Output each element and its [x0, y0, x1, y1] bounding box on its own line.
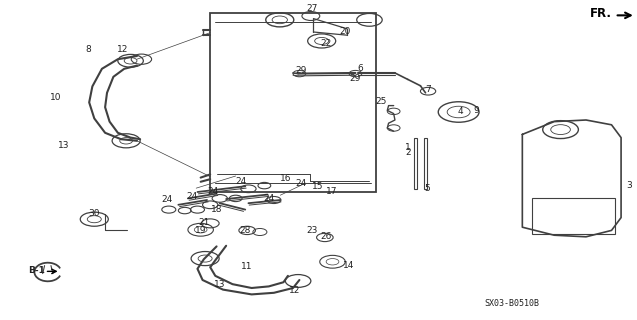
- Text: 24: 24: [235, 177, 247, 186]
- Text: 4: 4: [457, 108, 462, 116]
- Text: 3: 3: [626, 181, 633, 190]
- Text: 23: 23: [306, 226, 318, 235]
- Text: 24: 24: [187, 192, 198, 201]
- Text: 11: 11: [241, 262, 253, 271]
- Text: 8: 8: [85, 45, 91, 54]
- Text: 12: 12: [117, 45, 128, 54]
- Text: 10: 10: [50, 93, 62, 102]
- Text: 24: 24: [263, 194, 275, 203]
- Text: 25: 25: [375, 97, 387, 106]
- Text: 14: 14: [343, 261, 355, 270]
- Bar: [210, 13, 376, 192]
- Text: 13: 13: [214, 280, 225, 289]
- Text: 19: 19: [195, 226, 206, 235]
- Text: 29: 29: [350, 74, 361, 83]
- Text: 6: 6: [357, 64, 363, 73]
- Text: 30: 30: [89, 209, 100, 218]
- Text: 26: 26: [320, 232, 332, 241]
- Text: 15: 15: [311, 182, 323, 191]
- Text: 29: 29: [295, 66, 306, 75]
- Text: 21: 21: [198, 218, 210, 227]
- Text: FR.: FR.: [589, 7, 612, 20]
- Text: 22: 22: [320, 39, 332, 48]
- Text: 27: 27: [306, 4, 318, 13]
- Text: 13: 13: [58, 141, 69, 150]
- Text: 1: 1: [404, 143, 411, 152]
- Text: 2: 2: [405, 148, 410, 157]
- Text: 16: 16: [280, 174, 291, 183]
- Text: 28: 28: [240, 226, 251, 235]
- Text: 24: 24: [161, 196, 173, 204]
- Text: 17: 17: [326, 187, 337, 196]
- Text: 9: 9: [473, 106, 480, 115]
- Text: B-1: B-1: [29, 266, 45, 275]
- Text: 24: 24: [208, 188, 219, 196]
- Text: SX03-B0510B: SX03-B0510B: [484, 299, 539, 308]
- Text: 12: 12: [289, 286, 300, 295]
- Text: 7: 7: [425, 85, 431, 94]
- Text: 24: 24: [295, 179, 306, 188]
- Bar: [424, 138, 427, 189]
- Text: 5: 5: [424, 184, 430, 193]
- Text: 18: 18: [211, 205, 222, 214]
- Bar: [532, 198, 615, 234]
- Text: 20: 20: [340, 28, 351, 36]
- Bar: [414, 138, 417, 189]
